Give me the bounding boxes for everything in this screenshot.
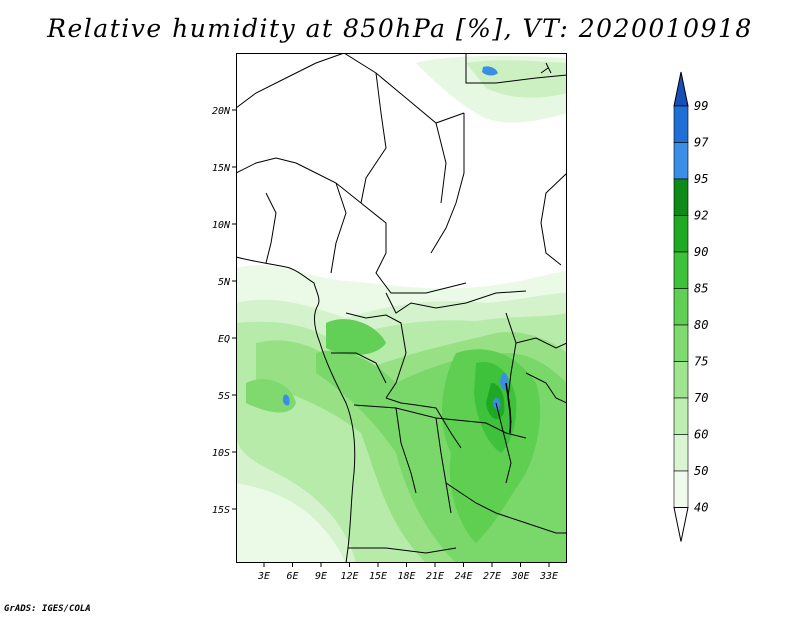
colorbar-segment <box>673 288 689 326</box>
lat-axis: 20N 15N 10N 5N EQ 5S 10S 15S <box>212 106 236 516</box>
colorbar-top-arrow <box>673 71 689 107</box>
lat-tick-label: 15S <box>212 505 230 516</box>
lat-tick-label: 20N <box>212 106 231 117</box>
lat-tick-label: 15N <box>212 163 231 174</box>
colorbar-segment <box>673 397 689 435</box>
country-borders <box>236 53 567 563</box>
colorbar-label: 97 <box>694 136 709 150</box>
lon-tick-label: 9E <box>315 571 327 582</box>
colorbar-segment <box>673 142 689 180</box>
lon-tick-label: 15E <box>369 571 387 582</box>
colorbar-label: 70 <box>694 391 708 405</box>
lon-tick-label: 33E <box>539 571 558 582</box>
colorbar-label: 80 <box>694 318 708 332</box>
colorbar-label: 92 <box>694 209 708 223</box>
grads-credit: GrADS: IGES/COLA <box>4 604 91 614</box>
colorbar-segment <box>673 178 689 216</box>
lon-tick-label: 12E <box>340 571 358 582</box>
colorbar-segment <box>673 434 689 472</box>
lon-tick-label: 3E <box>257 571 270 582</box>
colorbar-segment <box>673 324 689 362</box>
colorbar-label: 50 <box>694 464 708 478</box>
colorbar-label: 99 <box>694 99 708 113</box>
colorbar-label: 75 <box>694 355 708 369</box>
lon-tick-label: 27E <box>483 571 501 582</box>
colorbar-label: 60 <box>694 428 708 442</box>
map-panel <box>236 53 567 563</box>
chart-title: Relative humidity at 850hPa [%], VT: 202… <box>47 14 753 43</box>
colorbar-label: 90 <box>694 245 708 259</box>
colorbar-label: 85 <box>694 282 708 296</box>
colorbar-segment <box>673 251 689 289</box>
lon-tick-label: 21E <box>426 571 444 582</box>
colorbar-segment <box>673 215 689 253</box>
colorbar-bottom-arrow <box>673 507 689 542</box>
lat-tick-label: EQ <box>218 334 230 345</box>
lon-tick-label: 18E <box>397 571 415 582</box>
lat-tick-label: 10N <box>212 220 231 231</box>
lon-tick-label: 6E <box>286 571 298 582</box>
lat-tick-label: 5S <box>218 391 230 402</box>
lon-axis: 3E 6E 9E 12E 15E 18E 21E 24E 27E 30E 33E <box>257 563 558 582</box>
colorbar-segment <box>673 470 689 508</box>
lon-tick-label: 24E <box>454 571 472 582</box>
colorbar-segment <box>673 105 689 143</box>
lat-tick-label: 10S <box>212 448 230 459</box>
lat-tick-label: 5N <box>218 277 231 288</box>
lon-tick-label: 30E <box>510 571 529 582</box>
colorbar-segment <box>673 361 689 399</box>
colorbar-label: 40 <box>694 501 708 515</box>
colorbar: 99 97 95 92 90 85 80 75 70 60 50 40 <box>673 71 709 542</box>
colorbar-label: 95 <box>694 172 708 186</box>
